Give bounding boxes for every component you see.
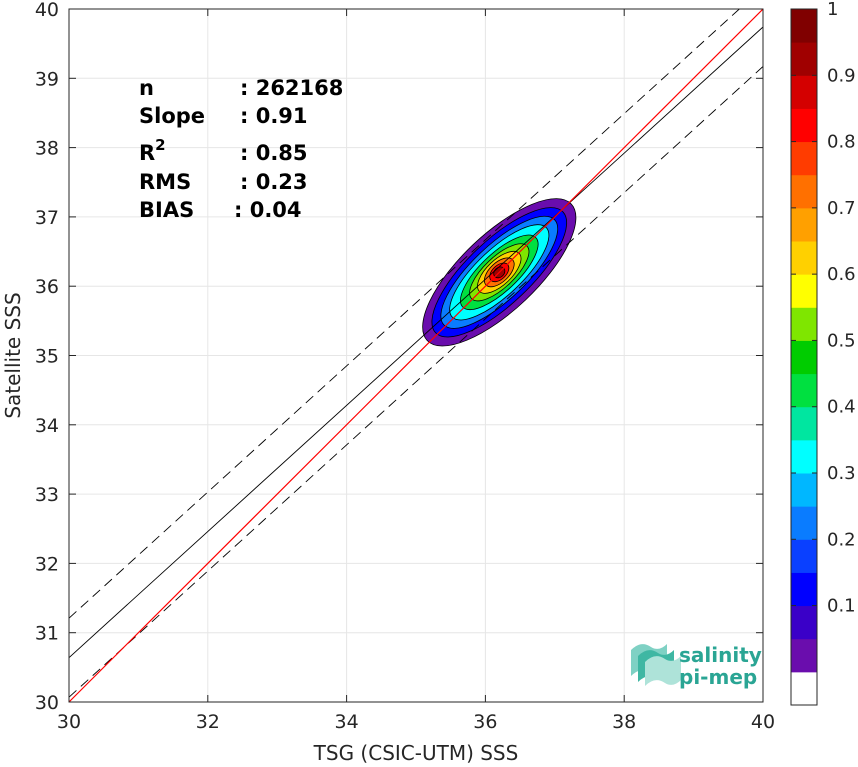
colorbar-tick-label: 0.4	[827, 397, 856, 418]
y-tick-label: 39	[35, 68, 59, 90]
colorbar-bin	[791, 506, 817, 540]
salinity-pimep-logo: salinity pi-mep	[631, 643, 762, 689]
logo-line-2: pi-mep	[679, 665, 757, 689]
fit-line	[68, 26, 764, 658]
colorbar-tick-label: 0.1	[827, 596, 856, 617]
colorbar-bin	[791, 141, 817, 176]
stat-value: : 0.04	[234, 198, 302, 222]
colorbar-bin	[791, 373, 817, 408]
colorbar-tick-label: 0.9	[827, 65, 856, 86]
axis-ticks: 30 32 34 36 38 40 30 31 32 33 34 35 36 37 38 39 40	[35, 0, 775, 733]
x-tick-label: 32	[196, 711, 220, 733]
colorbar-tick-label: 0.5	[827, 330, 856, 351]
y-tick-label: 34	[35, 415, 59, 437]
colorbar-bin	[791, 207, 817, 242]
fit-bound-line	[68, 66, 764, 698]
y-tick-label: 38	[35, 138, 59, 160]
stat-label: Slope	[139, 104, 205, 128]
colorbar-bin	[791, 9, 817, 43]
wave-logo-icon	[631, 644, 681, 686]
colorbar-tick-label: 0.2	[827, 529, 856, 550]
stat-label: n	[139, 76, 154, 100]
colorbar-frame	[790, 8, 818, 706]
fit-bound-line	[68, 8, 740, 619]
y-tick-label: 33	[35, 484, 59, 506]
colorbar-bin	[791, 638, 817, 673]
x-tick-label: 38	[612, 711, 636, 733]
colorbar-bin	[791, 340, 817, 375]
y-tick-label: 31	[35, 623, 59, 645]
y-tick-label: 30	[35, 692, 59, 714]
y-tick-label: 32	[35, 553, 59, 575]
stats-box: n : 262168 Slope : 0.91 R2 : 0.85 RMS : 0.23 BIA…	[139, 76, 343, 222]
colorbar-bin	[791, 539, 817, 573]
colorbar-bin	[791, 406, 817, 441]
logo-line-1: salinity	[679, 643, 762, 667]
y-tick-label: 35	[35, 346, 59, 368]
y-tick-label: 40	[35, 0, 59, 21]
stat-label: R2	[139, 136, 166, 165]
stat-value: : 0.85	[240, 141, 308, 165]
stat-value: : 262168	[240, 76, 343, 100]
stat-value: : 0.23	[240, 170, 308, 194]
colorbar-bin	[791, 439, 817, 474]
colorbar: 0.1 0.2 0.3 0.4 0.5 0.6 0.7 0.8 0.9 1	[790, 0, 856, 706]
one-to-one-line	[68, 8, 764, 703]
colorbar-bin	[791, 605, 817, 640]
colorbar-bin	[791, 174, 817, 209]
x-tick-label: 40	[751, 711, 775, 733]
colorbar-bin	[791, 274, 817, 308]
stat-label: BIAS	[139, 198, 194, 222]
colorbar-bin	[791, 241, 817, 275]
colorbar-bin	[791, 108, 817, 143]
colorbar-tick-label: 0.3	[827, 463, 856, 484]
colorbar-bin	[791, 671, 817, 706]
colorbar-tick-label: 1	[827, 0, 838, 20]
colorbar-tick-label: 0.6	[827, 264, 856, 285]
colorbar-bin	[791, 75, 817, 109]
stat-label: RMS	[139, 170, 191, 194]
x-tick-label: 30	[57, 711, 81, 733]
y-axis-label: Satellite SSS	[1, 292, 25, 418]
x-tick-label: 34	[335, 711, 359, 733]
y-tick-label: 36	[35, 276, 59, 298]
x-axis-label: TSG (CSIC-UTM) SSS	[313, 741, 519, 765]
colorbar-bin	[791, 572, 817, 607]
colorbar-bin	[791, 307, 817, 341]
x-tick-label: 36	[473, 711, 497, 733]
regression-lines	[68, 8, 764, 703]
colorbar-tick-label: 0.8	[827, 132, 856, 153]
colorbar-tick-label: 0.7	[827, 198, 856, 219]
stat-value: : 0.91	[240, 104, 308, 128]
y-tick-label: 37	[35, 207, 59, 229]
colorbar-bin	[791, 473, 817, 507]
colorbar-bin	[791, 42, 817, 76]
